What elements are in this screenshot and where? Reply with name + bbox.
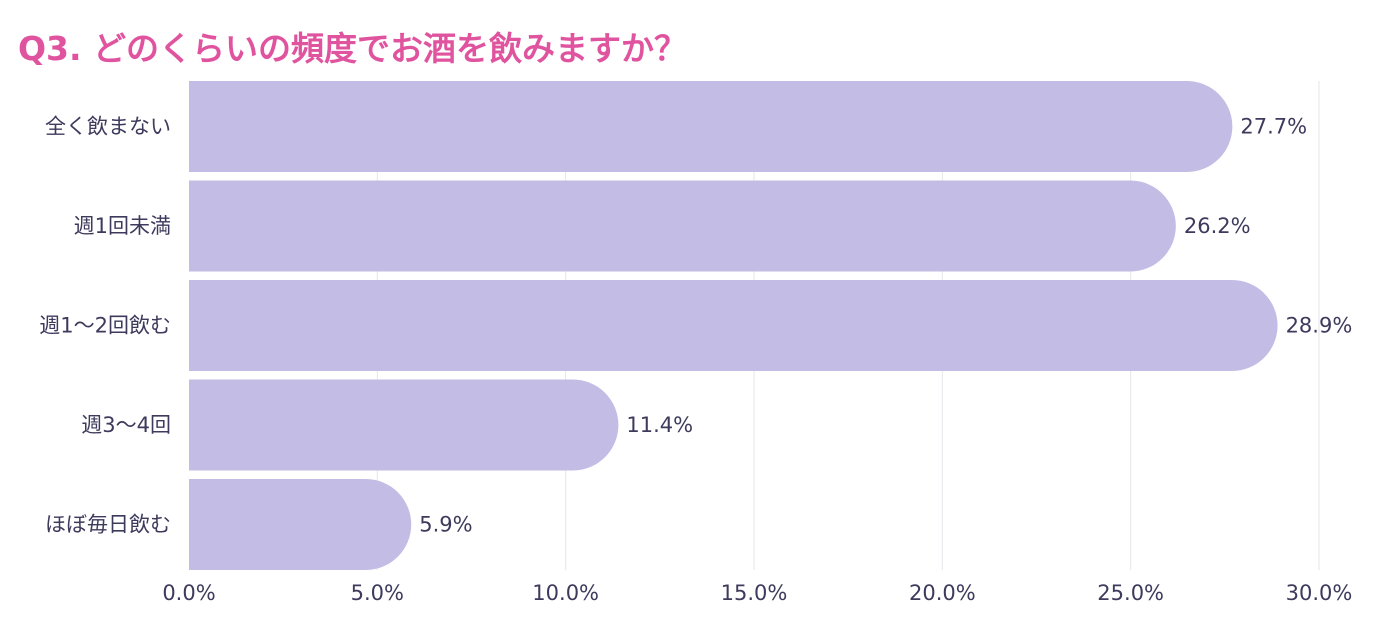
x-tick-label: 15.0% [721, 581, 788, 605]
bar [189, 280, 1278, 372]
x-tick-label: 20.0% [909, 581, 976, 605]
category-label: 週1〜2回飲む [39, 314, 171, 338]
bar [189, 180, 1176, 272]
category-label: 週3〜4回 [81, 413, 171, 437]
x-tick-label: 30.0% [1286, 581, 1353, 605]
chart-title: Q3. どのくらいの頻度でお酒を飲みますか？ [18, 29, 688, 68]
value-labels: 27.7% 26.2% 28.9% 11.4% 5.9% [419, 115, 1352, 537]
bars [189, 81, 1278, 570]
category-label: 週1回未満 [74, 214, 171, 238]
x-axis-ticks: 0.0% 5.0% 10.0% 15.0% 20.0% 25.0% 30.0% [162, 581, 1352, 605]
x-tick-label: 0.0% [162, 581, 215, 605]
bar [189, 379, 619, 471]
x-tick-label: 10.0% [532, 581, 599, 605]
x-tick-label: 25.0% [1097, 581, 1164, 605]
value-label: 28.9% [1286, 314, 1353, 338]
bar [189, 479, 412, 570]
value-label: 27.7% [1240, 115, 1307, 139]
value-label: 5.9% [419, 513, 472, 537]
x-tick-label: 5.0% [351, 581, 404, 605]
value-label: 11.4% [626, 413, 693, 437]
bar [189, 81, 1233, 172]
category-label: 全く飲まない [45, 115, 171, 139]
value-label: 26.2% [1184, 214, 1251, 238]
category-label: ほぼ毎日飲む [45, 513, 171, 537]
